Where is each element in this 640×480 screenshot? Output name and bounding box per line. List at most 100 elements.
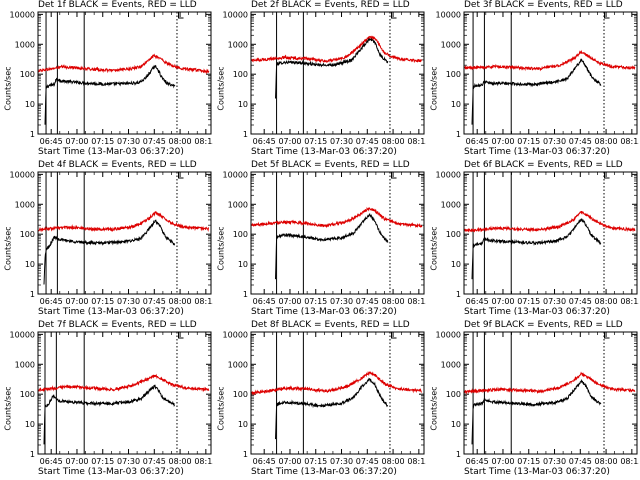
corner-marker	[604, 332, 610, 339]
x-axis-label: Start Time (13-Mar-03 06:37:20)	[251, 467, 397, 477]
y-tick-label: 1000	[228, 40, 248, 49]
y-tick-label: 1000	[15, 360, 35, 369]
axes-frame	[37, 11, 212, 135]
events-series-line	[275, 36, 389, 99]
x-tick-label: 08:15	[194, 297, 213, 306]
x-tick-label: 07:30	[117, 457, 140, 466]
x-tick-label: 06:45	[40, 137, 63, 146]
plot-data-group	[464, 332, 636, 454]
y-tick-label: 1	[456, 450, 461, 459]
y-tick-label: 100	[20, 70, 35, 79]
x-tick-label: 07:30	[330, 457, 353, 466]
y-tick-label: 1	[243, 290, 248, 299]
plot-svg: 1 10 100 1000 10000 06:45 07:00 07:15 07:30 07:45…	[223, 10, 426, 146]
y-tick-label: 100	[233, 230, 248, 239]
events-series-line	[275, 377, 389, 440]
y-tick-label: 10	[451, 420, 461, 429]
x-tick-label: 08:00	[595, 457, 618, 466]
panel-title: Det 1f BLACK = Events, RED = LLD	[38, 0, 197, 10]
axes-frame	[463, 331, 638, 455]
events-series-line	[44, 64, 176, 125]
y-tick-label: 1	[456, 130, 461, 139]
plot-svg: 1 10 100 1000 10000 06:45 07:00 07:15 07:30 07:45…	[223, 330, 426, 466]
y-tick-label: 1	[456, 290, 461, 299]
lld-series-line	[38, 53, 210, 75]
y-tick-label: 100	[20, 390, 35, 399]
y-tick-label: 100	[446, 230, 461, 239]
x-tick-label: 07:15	[91, 457, 114, 466]
plot-data-group	[38, 332, 210, 454]
plot-data-group	[38, 172, 209, 294]
lld-series-line	[251, 370, 423, 396]
plot-data-group	[251, 172, 423, 294]
x-tick-label: 06:45	[40, 297, 63, 306]
axes-frame	[463, 171, 638, 295]
x-tick-label: 07:30	[330, 297, 353, 306]
plot-data-group	[464, 172, 636, 294]
x-tick-label: 07:15	[517, 137, 540, 146]
detector-panel-2: Det 2f BLACK = Events, RED = LLD Counts/s…	[213, 0, 427, 160]
axes-frame	[250, 171, 425, 295]
axes-frame	[37, 171, 212, 295]
x-tick-label: 06:45	[253, 457, 276, 466]
x-tick-label: 08:15	[620, 297, 639, 306]
x-tick-label: 07:15	[91, 297, 114, 306]
x-tick-label: 08:00	[382, 297, 405, 306]
x-tick-label: 07:15	[91, 137, 114, 146]
events-series-line	[471, 58, 602, 125]
y-tick-label: 10	[25, 260, 35, 269]
x-tick-label: 08:15	[407, 137, 426, 146]
x-axis-label: Start Time (13-Mar-03 06:37:20)	[464, 467, 610, 477]
panel-title: Det 5f BLACK = Events, RED = LLD	[251, 160, 410, 170]
x-tick-label: 07:30	[117, 137, 140, 146]
corner-marker	[391, 12, 397, 19]
y-tick-label: 10	[451, 100, 461, 109]
x-tick-label: 07:45	[356, 457, 379, 466]
x-tick-label: 08:00	[382, 457, 405, 466]
lld-series-line	[251, 206, 423, 229]
lld-series-line	[464, 371, 636, 395]
x-tick-label: 08:00	[169, 297, 192, 306]
x-axis-label: Start Time (13-Mar-03 06:37:20)	[251, 307, 397, 317]
x-tick-label: 07:45	[143, 297, 166, 306]
x-tick-label: 08:00	[169, 457, 192, 466]
y-tick-label: 1	[243, 130, 248, 139]
y-tick-label: 10	[238, 260, 248, 269]
lld-series-line	[38, 373, 210, 393]
corner-marker	[178, 172, 184, 179]
x-tick-label: 07:15	[304, 297, 327, 306]
detector-panel-8: Det 8f BLACK = Events, RED = LLD Counts/s…	[213, 320, 427, 480]
x-tick-label: 06:45	[40, 457, 63, 466]
panel-title: Det 6f BLACK = Events, RED = LLD	[464, 160, 623, 170]
x-tick-label: 07:30	[543, 457, 566, 466]
y-tick-label: 1000	[15, 200, 35, 209]
y-tick-label: 1000	[15, 40, 35, 49]
panel-title: Det 7f BLACK = Events, RED = LLD	[38, 320, 197, 330]
x-tick-label: 07:30	[117, 297, 140, 306]
x-tick-label: 07:00	[491, 297, 514, 306]
y-tick-label: 10000	[10, 10, 35, 19]
corner-marker	[391, 172, 397, 179]
plot-svg: 1 10 100 1000 10000 06:45 07:00 07:15 07:30 07:45…	[436, 10, 639, 146]
y-tick-label: 100	[233, 70, 248, 79]
x-tick-label: 08:15	[407, 457, 426, 466]
corner-marker	[178, 12, 184, 19]
y-tick-label: 10000	[223, 330, 248, 339]
x-tick-label: 07:00	[491, 137, 514, 146]
x-tick-label: 07:45	[143, 457, 166, 466]
lld-series-line	[464, 210, 636, 233]
y-tick-label: 100	[20, 230, 35, 239]
y-tick-label: 1000	[228, 360, 248, 369]
y-tick-label: 10000	[436, 330, 461, 339]
events-series-line	[43, 384, 176, 445]
x-tick-label: 07:00	[65, 297, 88, 306]
y-tick-label: 10	[238, 100, 248, 109]
x-tick-label: 07:00	[65, 457, 88, 466]
x-tick-label: 07:00	[65, 137, 88, 146]
x-tick-label: 07:00	[278, 137, 301, 146]
axes-frame	[463, 11, 638, 135]
x-tick-label: 07:15	[517, 457, 540, 466]
corner-marker	[178, 332, 184, 339]
detector-panel-9: Det 9f BLACK = Events, RED = LLD Counts/s…	[426, 320, 640, 480]
axes-frame	[37, 331, 212, 455]
